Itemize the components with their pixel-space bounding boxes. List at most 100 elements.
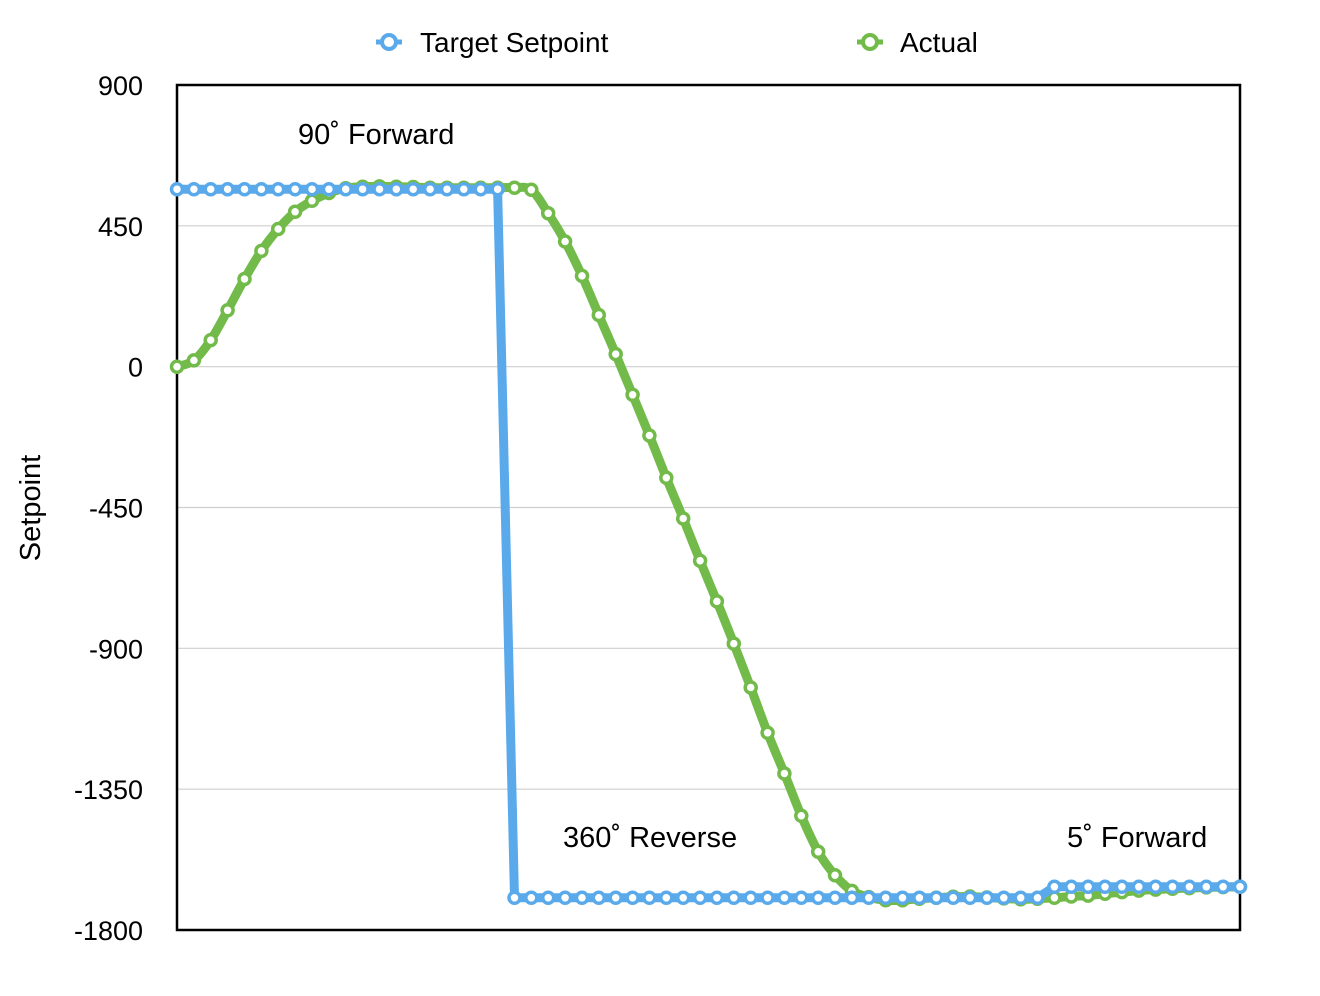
- y-tick-label: 0: [128, 353, 143, 383]
- data-point: [794, 808, 809, 824]
- data-point: [1013, 890, 1028, 906]
- legend-label-target: Target Setpoint: [420, 27, 609, 58]
- y-tick-label: 450: [98, 212, 143, 242]
- data-point: [1215, 879, 1231, 895]
- data-point: [287, 204, 303, 220]
- series-line: [172, 181, 1245, 906]
- grid-lines: [177, 225, 1240, 790]
- data-point: [929, 890, 944, 906]
- data-point: [1047, 879, 1062, 895]
- annotation-360-reverse: 360˚ Reverse: [563, 822, 737, 854]
- data-point: [220, 181, 235, 197]
- data-point: [304, 193, 320, 209]
- data-point: [220, 303, 235, 318]
- legend-label-actual: Actual: [900, 27, 978, 58]
- legend-marker-target: [380, 33, 398, 51]
- data-point: [456, 181, 472, 197]
- data-point: [675, 890, 691, 906]
- data-point: [540, 890, 556, 906]
- data-point: [1148, 879, 1163, 895]
- data-point: [1097, 879, 1113, 895]
- data-point: [372, 181, 387, 197]
- data-point: [1165, 879, 1180, 895]
- y-tick-labels: 900 450 0 -450 -900 -1350 -1800: [74, 71, 143, 946]
- data-point: [760, 890, 775, 906]
- data-point: [608, 346, 623, 362]
- series-layer: [169, 179, 1248, 908]
- plot-frame: [175, 83, 1242, 932]
- data-point: [1232, 879, 1248, 895]
- data-point: [473, 181, 488, 197]
- y-tick-label: -1800: [74, 916, 143, 946]
- data-point: [962, 890, 978, 906]
- data-point: [760, 725, 775, 741]
- data-point: [591, 890, 607, 906]
- data-point: [692, 890, 708, 906]
- data-point: [1199, 879, 1214, 895]
- y-tick-label: -450: [89, 494, 143, 524]
- data-point: [186, 181, 202, 197]
- data-point: [237, 181, 252, 197]
- data-point: [270, 221, 286, 237]
- data-point: [810, 844, 826, 860]
- data-point: [389, 181, 404, 197]
- data-point: [709, 594, 725, 609]
- data-point: [709, 890, 725, 906]
- data-point: [405, 181, 421, 197]
- legend: Target Setpoint Actual: [376, 27, 978, 58]
- legend-marker-actual: [861, 33, 879, 51]
- data-point: [1114, 879, 1130, 895]
- data-point: [338, 181, 353, 197]
- data-point: [439, 181, 455, 197]
- data-point: [827, 890, 843, 906]
- data-point: [726, 636, 742, 651]
- data-point: [794, 890, 809, 906]
- data-point: [659, 890, 674, 906]
- data-point: [743, 680, 758, 695]
- legend-item-target[interactable]: Target Setpoint: [376, 27, 609, 58]
- data-point: [524, 890, 539, 906]
- data-point: [237, 271, 252, 287]
- series-target-setpoint: [169, 181, 1248, 906]
- data-point: [574, 268, 590, 284]
- annotation-5-forward: 5˚ Forward: [1067, 822, 1207, 854]
- y-tick-label: -900: [89, 634, 143, 664]
- data-point: [743, 890, 758, 906]
- legend-item-actual[interactable]: Actual: [857, 27, 978, 58]
- data-point: [540, 206, 556, 221]
- data-point: [659, 470, 674, 486]
- data-point: [203, 332, 218, 348]
- data-point: [945, 890, 961, 906]
- y-tick-label: 900: [98, 71, 143, 101]
- data-point: [1131, 879, 1147, 895]
- data-point: [254, 181, 269, 197]
- data-point: [169, 359, 185, 374]
- annotation-90-forward: 90˚ Forward: [298, 119, 454, 151]
- data-point: [625, 890, 640, 906]
- data-point: [642, 890, 657, 906]
- data-point: [186, 353, 202, 368]
- data-point: [979, 890, 995, 906]
- data-point: [777, 890, 792, 906]
- data-point: [304, 181, 320, 197]
- data-point: [507, 180, 522, 195]
- data-point: [490, 181, 505, 197]
- data-point: [422, 181, 438, 197]
- data-point: [777, 766, 792, 781]
- y-axis-label: Setpoint: [15, 455, 47, 561]
- data-point: [625, 387, 640, 403]
- data-point: [254, 243, 269, 259]
- data-point: [591, 307, 607, 323]
- data-point: [1030, 890, 1045, 906]
- data-point: [608, 890, 623, 906]
- data-point: [844, 890, 860, 906]
- data-point: [912, 890, 927, 906]
- data-point: [895, 890, 910, 906]
- y-tick-label: -1350: [74, 775, 143, 805]
- data-point: [996, 890, 1012, 906]
- data-point: [878, 890, 893, 906]
- data-point: [169, 181, 185, 197]
- data-point: [524, 182, 539, 198]
- data-point: [1080, 879, 1096, 895]
